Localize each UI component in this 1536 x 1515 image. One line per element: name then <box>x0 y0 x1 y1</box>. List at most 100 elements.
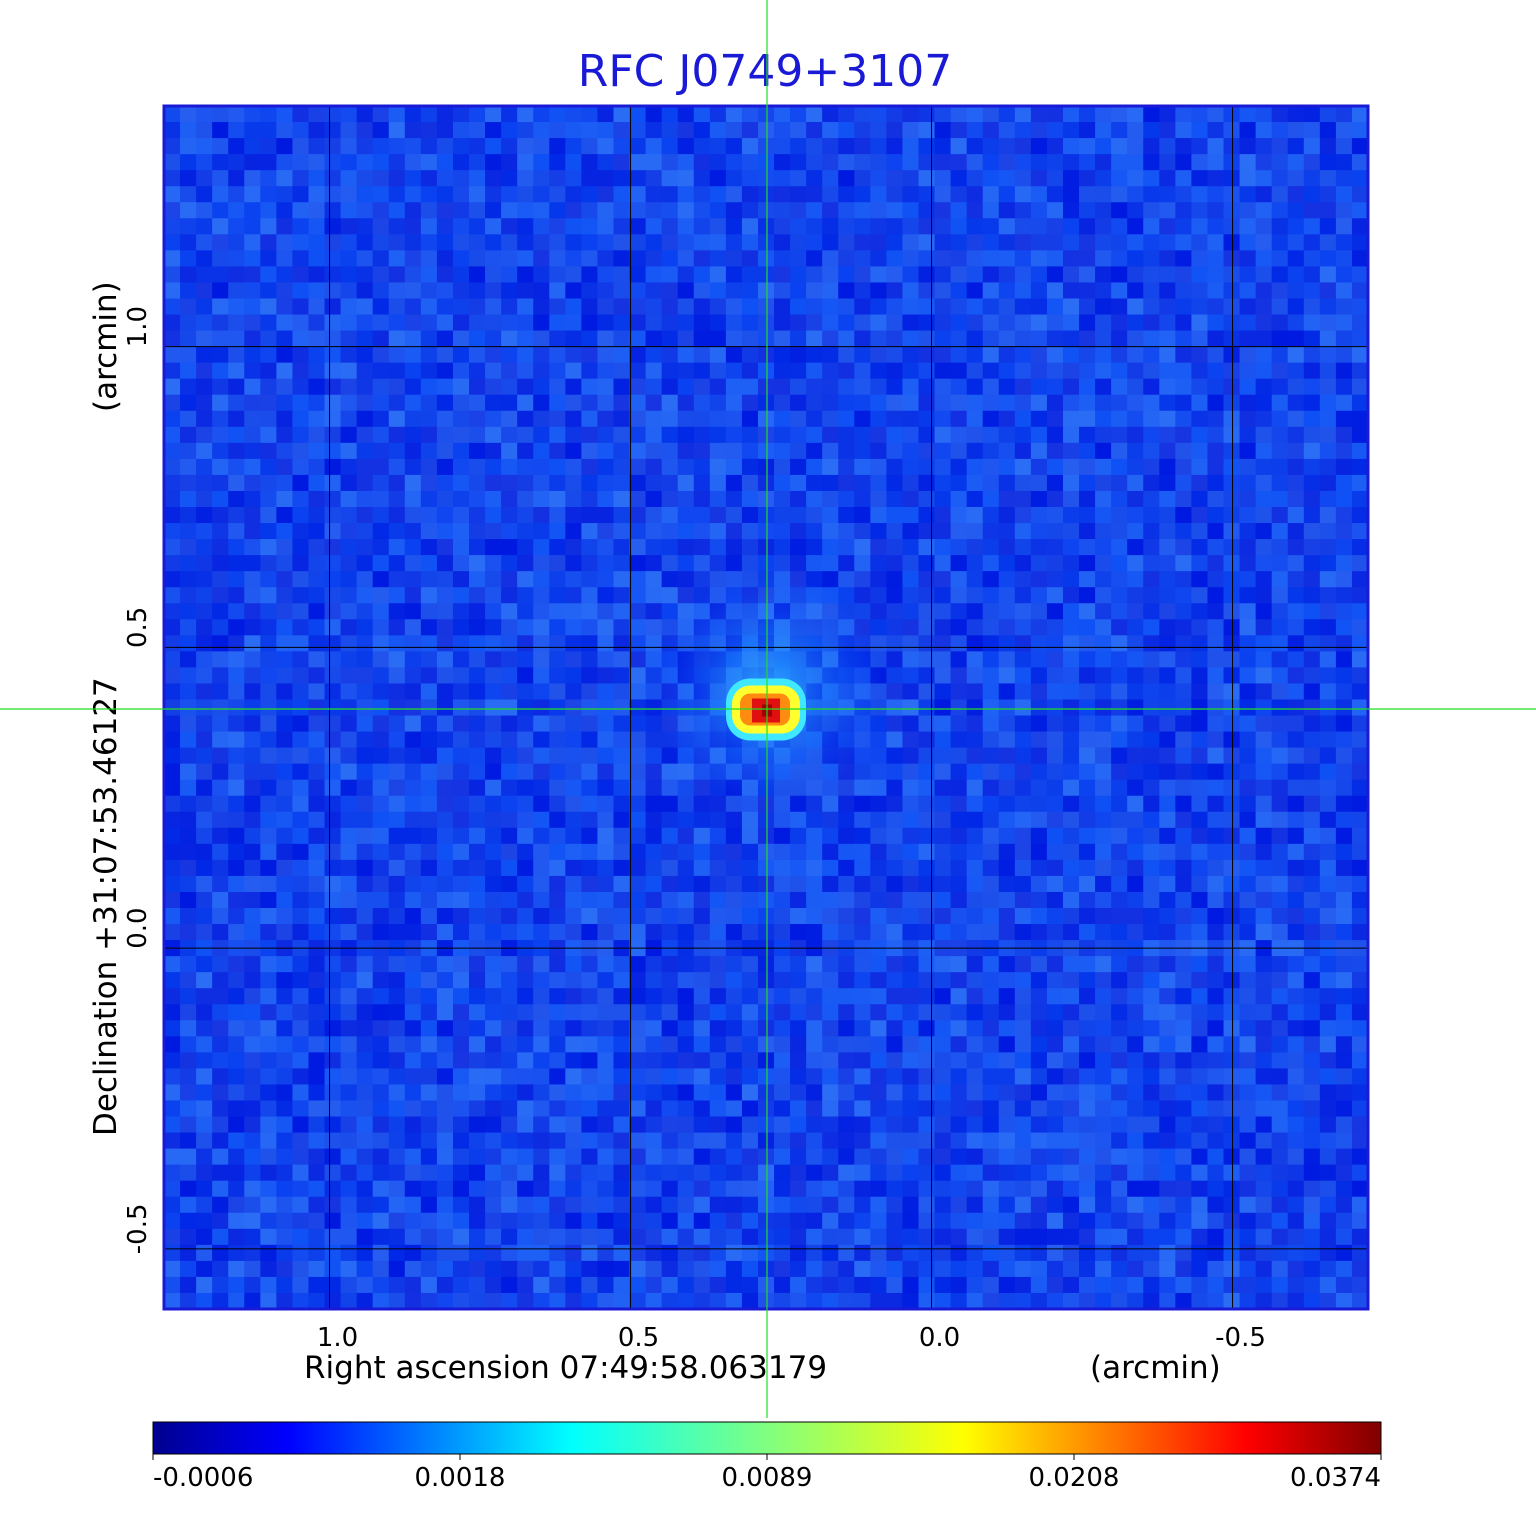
map-pixel <box>485 1100 502 1118</box>
map-pixel <box>1095 330 1112 348</box>
map-pixel <box>982 410 1000 428</box>
map-pixel <box>1223 378 1241 396</box>
map-pixel <box>854 811 871 829</box>
map-pixel <box>324 362 342 380</box>
map-pixel <box>1143 875 1160 893</box>
map-pixel <box>870 154 887 171</box>
map-pixel <box>180 875 197 893</box>
map-pixel <box>452 956 470 973</box>
map-pixel <box>244 138 261 155</box>
map-pixel <box>228 362 245 380</box>
map-pixel <box>517 619 534 636</box>
map-pixel <box>1046 266 1064 284</box>
map-pixel <box>420 282 438 300</box>
map-pixel <box>404 507 422 524</box>
map-pixel <box>822 298 839 316</box>
map-pixel <box>950 1004 968 1021</box>
map-pixel <box>1335 1068 1353 1086</box>
map-pixel <box>549 266 566 284</box>
map-pixel <box>388 490 406 508</box>
map-pixel <box>1191 859 1209 877</box>
map-pixel <box>436 715 454 733</box>
map-pixel <box>452 138 470 155</box>
map-pixel <box>1303 442 1321 460</box>
map-pixel <box>1014 218 1032 235</box>
map-pixel <box>1351 523 1369 540</box>
map-pixel <box>372 1164 390 1182</box>
map-pixel <box>1030 827 1048 845</box>
map-pixel <box>244 186 261 203</box>
map-pixel <box>757 827 775 845</box>
map-pixel <box>597 763 615 781</box>
map-pixel <box>790 330 807 348</box>
map-pixel <box>244 763 261 781</box>
map-pixel <box>757 908 775 925</box>
map-pixel <box>982 1068 1000 1086</box>
map-pixel <box>822 1164 839 1182</box>
map-pixel <box>501 795 518 813</box>
map-pixel <box>180 1132 197 1150</box>
map-pixel <box>436 266 454 284</box>
map-pixel <box>340 426 358 444</box>
map-pixel <box>372 426 390 444</box>
map-pixel <box>196 667 213 685</box>
map-pixel <box>886 458 904 476</box>
map-pixel <box>1111 186 1128 203</box>
map-pixel <box>164 250 181 267</box>
map-pixel <box>1223 571 1241 588</box>
map-pixel <box>212 330 229 348</box>
map-pixel <box>1014 170 1032 187</box>
map-pixel <box>1127 908 1144 925</box>
map-pixel <box>372 298 390 316</box>
map-pixel <box>854 587 871 604</box>
map-pixel <box>661 1084 679 1102</box>
map-pixel <box>228 1084 245 1102</box>
map-pixel <box>164 763 181 781</box>
map-pixel <box>645 555 663 572</box>
map-pixel <box>1351 795 1369 813</box>
map-pixel <box>244 1004 261 1021</box>
map-pixel <box>228 811 245 829</box>
map-pixel <box>581 266 599 284</box>
map-pixel <box>533 763 550 781</box>
map-pixel <box>1191 426 1209 444</box>
map-pixel <box>1303 859 1321 877</box>
map-pixel <box>902 170 920 187</box>
map-pixel <box>469 250 486 267</box>
map-pixel <box>934 507 952 524</box>
map-pixel <box>388 523 406 540</box>
map-pixel <box>854 795 871 813</box>
map-pixel <box>629 555 647 572</box>
map-pixel <box>597 1004 615 1021</box>
map-pixel <box>918 314 936 332</box>
map-pixel <box>629 490 647 508</box>
map-pixel <box>1079 667 1096 685</box>
map-pixel <box>1271 314 1289 332</box>
map-pixel <box>340 507 358 524</box>
map-pixel <box>1111 394 1128 412</box>
map-pixel <box>517 747 534 765</box>
map-pixel <box>164 1148 181 1166</box>
map-pixel <box>1062 555 1080 572</box>
map-pixel <box>452 924 470 941</box>
map-pixel <box>1351 587 1369 604</box>
map-pixel <box>757 330 775 348</box>
map-pixel <box>1239 651 1257 668</box>
map-pixel <box>485 234 502 251</box>
map-pixel <box>533 1020 550 1037</box>
map-pixel <box>1255 474 1273 492</box>
map-pixel <box>998 795 1016 813</box>
map-pixel <box>693 1116 711 1134</box>
map-pixel <box>1111 587 1128 604</box>
map-pixel <box>452 683 470 701</box>
map-pixel <box>1351 394 1369 412</box>
map-pixel <box>661 843 679 861</box>
map-pixel <box>1030 138 1048 155</box>
map-pixel <box>324 908 342 925</box>
map-pixel <box>725 154 743 171</box>
map-pixel <box>966 106 984 123</box>
map-pixel <box>1223 1020 1241 1037</box>
map-pixel <box>180 827 197 845</box>
map-pixel <box>870 266 887 284</box>
map-pixel <box>774 1100 791 1118</box>
